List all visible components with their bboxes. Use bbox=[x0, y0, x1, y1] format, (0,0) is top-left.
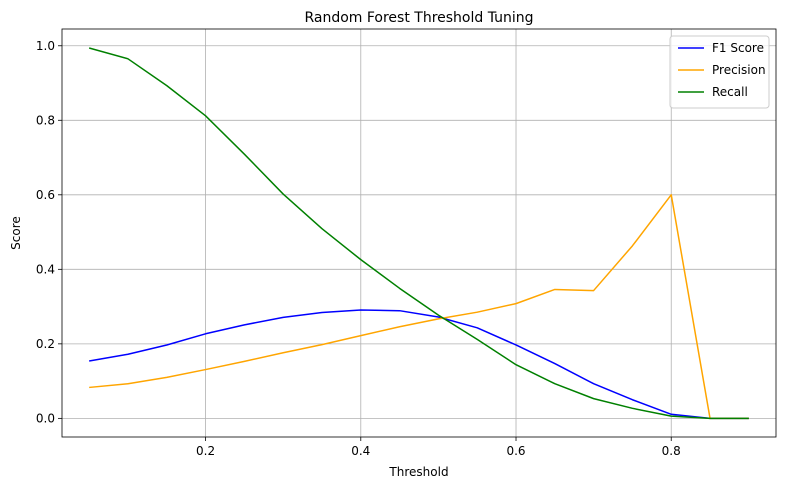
recall-series-line bbox=[88, 47, 749, 420]
y-axis-ticks: 0.0 0.2 0.4 0.6 0.8 1.0 bbox=[36, 39, 62, 425]
x-tick-label: 0.8 bbox=[662, 444, 681, 458]
y-tick-label: 0.0 bbox=[36, 411, 55, 425]
x-axis-ticks: 0.2 0.4 0.6 0.8 bbox=[196, 437, 681, 458]
x-tick-label: 0.4 bbox=[351, 444, 370, 458]
precision-series-line bbox=[89, 194, 749, 420]
legend: F1 Score Precision Recall bbox=[669, 35, 770, 109]
x-tick-label: 0.6 bbox=[506, 444, 525, 458]
legend-label-precision: Precision bbox=[712, 63, 766, 77]
y-tick-label: 0.4 bbox=[36, 262, 55, 276]
legend-label-f1-score: F1 Score bbox=[712, 41, 764, 55]
y-tick-label: 1.0 bbox=[36, 39, 55, 53]
axes-frame bbox=[61, 28, 777, 438]
chart-title: Random Forest Threshold Tuning bbox=[304, 10, 533, 26]
x-axis-label: Threshold bbox=[388, 465, 448, 479]
y-tick-label: 0.2 bbox=[36, 337, 55, 351]
series-lines bbox=[88, 47, 749, 420]
legend-label-recall: Recall bbox=[712, 85, 748, 99]
y-axis-label: Score bbox=[9, 216, 23, 250]
y-tick-label: 0.6 bbox=[36, 188, 55, 202]
grid bbox=[62, 29, 776, 437]
y-tick-label: 0.8 bbox=[36, 113, 55, 127]
f1-score-series-line bbox=[89, 309, 749, 420]
x-tick-label: 0.2 bbox=[196, 444, 215, 458]
legend-box bbox=[669, 35, 770, 109]
